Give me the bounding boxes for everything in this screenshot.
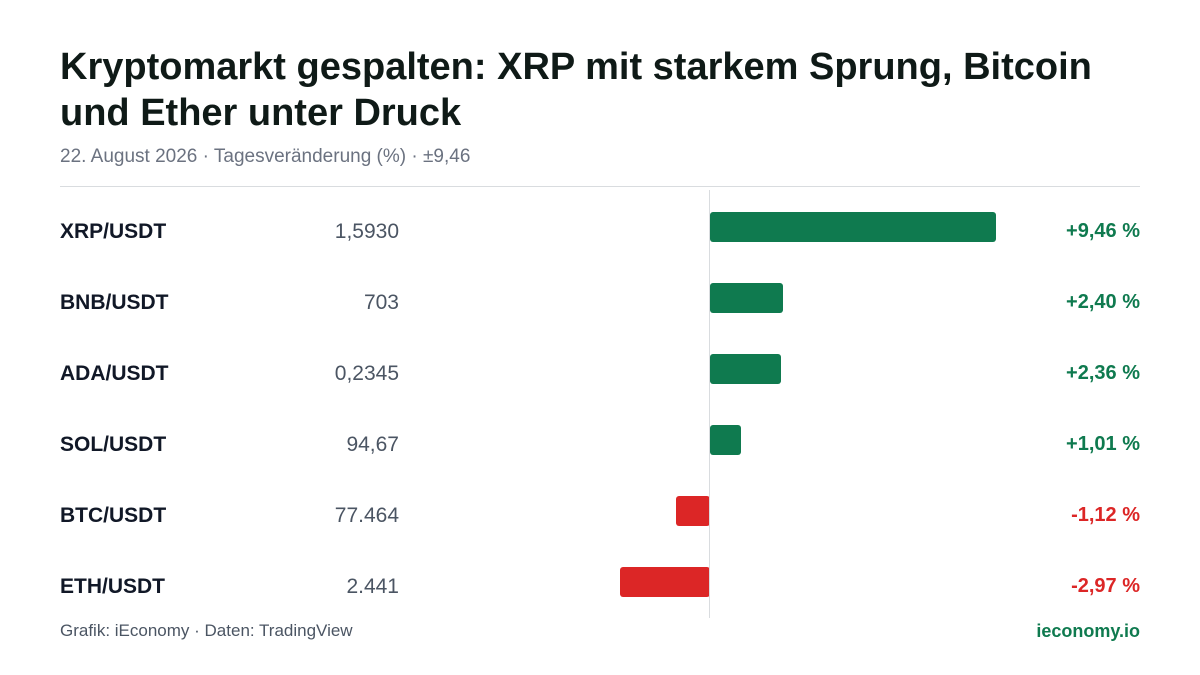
chart-row: SOL/USDT 94,67 +1,01 % [0,425,1200,465]
change-label: -2,97 % [1071,575,1140,597]
pair-label: SOL/USDT [60,433,167,456]
pair-label: ETH/USDT [60,575,165,598]
chart-row: BNB/USDT 703 +2,40 % [0,283,1200,323]
price-value: 2.441 [346,575,399,598]
chart-row: ADA/USDT 0,2345 +2,36 % [0,354,1200,394]
change-label: +9,46 % [1066,220,1140,242]
change-bar [710,283,783,313]
price-value: 1,5930 [334,220,399,243]
pair-label: BNB/USDT [60,291,169,314]
chart-title: Kryptomarkt gespalten: XRP mit starkem S… [60,46,1092,134]
price-value: 0,2345 [334,362,399,385]
price-value: 94,67 [346,433,399,456]
change-bar [710,425,741,455]
change-bar [676,496,710,526]
price-value: 77.464 [334,504,399,527]
chart-row: BTC/USDT 77.464 -1,12 % [0,496,1200,536]
source-credit: Grafik: iEconomy · Daten: TradingView [60,621,353,640]
change-bar [710,212,996,242]
change-bar [710,354,782,384]
change-label: -1,12 % [1071,504,1140,526]
change-label: +1,01 % [1066,433,1140,455]
brand-link[interactable]: ieconomy.io [1036,621,1140,641]
chart-row: XRP/USDT 1,5930 +9,46 % [0,212,1200,252]
change-label: +2,36 % [1066,362,1140,384]
pair-label: ADA/USDT [60,362,169,385]
chart-row: ETH/USDT 2.441 -2,97 % [0,567,1200,607]
pair-label: BTC/USDT [60,504,167,527]
chart-subtitle: 22. August 2026 · Tagesveränderung (%) ·… [60,146,471,167]
pair-label: XRP/USDT [60,220,167,243]
zero-axis-line [709,190,710,618]
header-divider [60,186,1140,187]
change-bar [620,567,710,597]
price-value: 703 [363,291,399,314]
change-label: +2,40 % [1066,291,1140,313]
